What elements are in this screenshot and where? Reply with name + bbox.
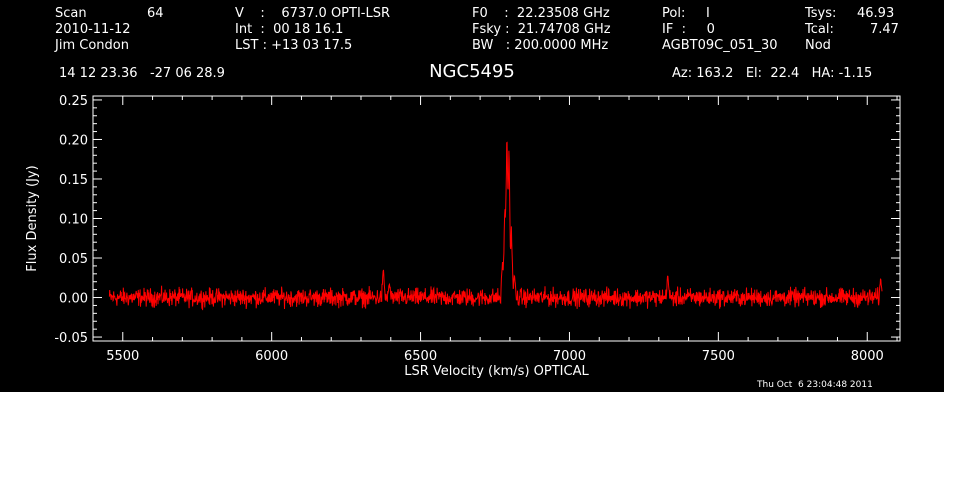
object-name: NGC5495 [429,61,515,82]
spectrum-chart: 5500 6000 6500 7000 7500 8000 -0.05 0.00 0.05 0.1… [25,94,901,379]
plot-panel: Scan 64 2010-11-12 Jim Condon V : 6737.0… [0,0,944,392]
x-tick-label: 7000 [553,349,586,364]
scan-label: Scan [55,6,87,21]
y-tick-label: 0.20 [59,133,88,148]
y-tick-label: 0.00 [59,292,88,307]
f0-line: F0 : 22.23508 GHz [472,6,610,21]
scan-value: 64 [147,6,164,21]
spectrum-trace [108,141,883,311]
y-tick-label: -0.05 [54,331,88,346]
observing-mode: Nod [805,38,831,53]
project-id: AGBT09C_051_30 [662,38,778,53]
x-tick-label: 5500 [106,349,139,364]
y-axis-title: Flux Density (Jy) [25,165,40,271]
observer-name: Jim Condon [55,38,129,53]
x-tick-label: 8000 [851,349,884,364]
tsys-label: Tsys: [805,6,837,21]
tsys-value: 46.93 [857,6,895,21]
x-axis-title: LSR Velocity (km/s) OPTICAL [404,364,589,379]
az-el-ha: Az: 163.2 El: 22.4 HA: -1.15 [672,66,873,81]
tcal-label: Tcal: [805,22,834,37]
y-tick-label: 0.25 [59,94,88,109]
tcal-value: 7.47 [870,22,899,37]
bandwidth-line: BW : 200.0000 MHz [472,38,609,53]
velocity-line: V : 6737.0 OPTI-LSR [235,6,391,21]
source-coordinates: 14 12 23.36 -27 06 28.9 [59,66,225,81]
y-tick-label: 0.10 [59,213,88,228]
y-tick-label: 0.05 [59,252,88,267]
fsky-line: Fsky : 21.74708 GHz [472,22,611,37]
lst-line: LST : +13 03 17.5 [235,38,353,53]
integration-line: Int : 00 18 16.1 [235,22,344,37]
obs-date: 2010-11-12 [55,22,131,37]
x-tick-label: 7500 [702,349,735,364]
x-tick-label: 6500 [404,349,437,364]
pol-line: Pol: I [662,6,710,21]
plot-timestamp: Thu Oct 6 23:04:48 2011 [757,380,873,390]
plot-frame [92,95,901,342]
x-tick-label: 6000 [255,349,288,364]
if-line: IF : 0 [662,22,715,37]
y-tick-label: 0.15 [59,173,88,188]
